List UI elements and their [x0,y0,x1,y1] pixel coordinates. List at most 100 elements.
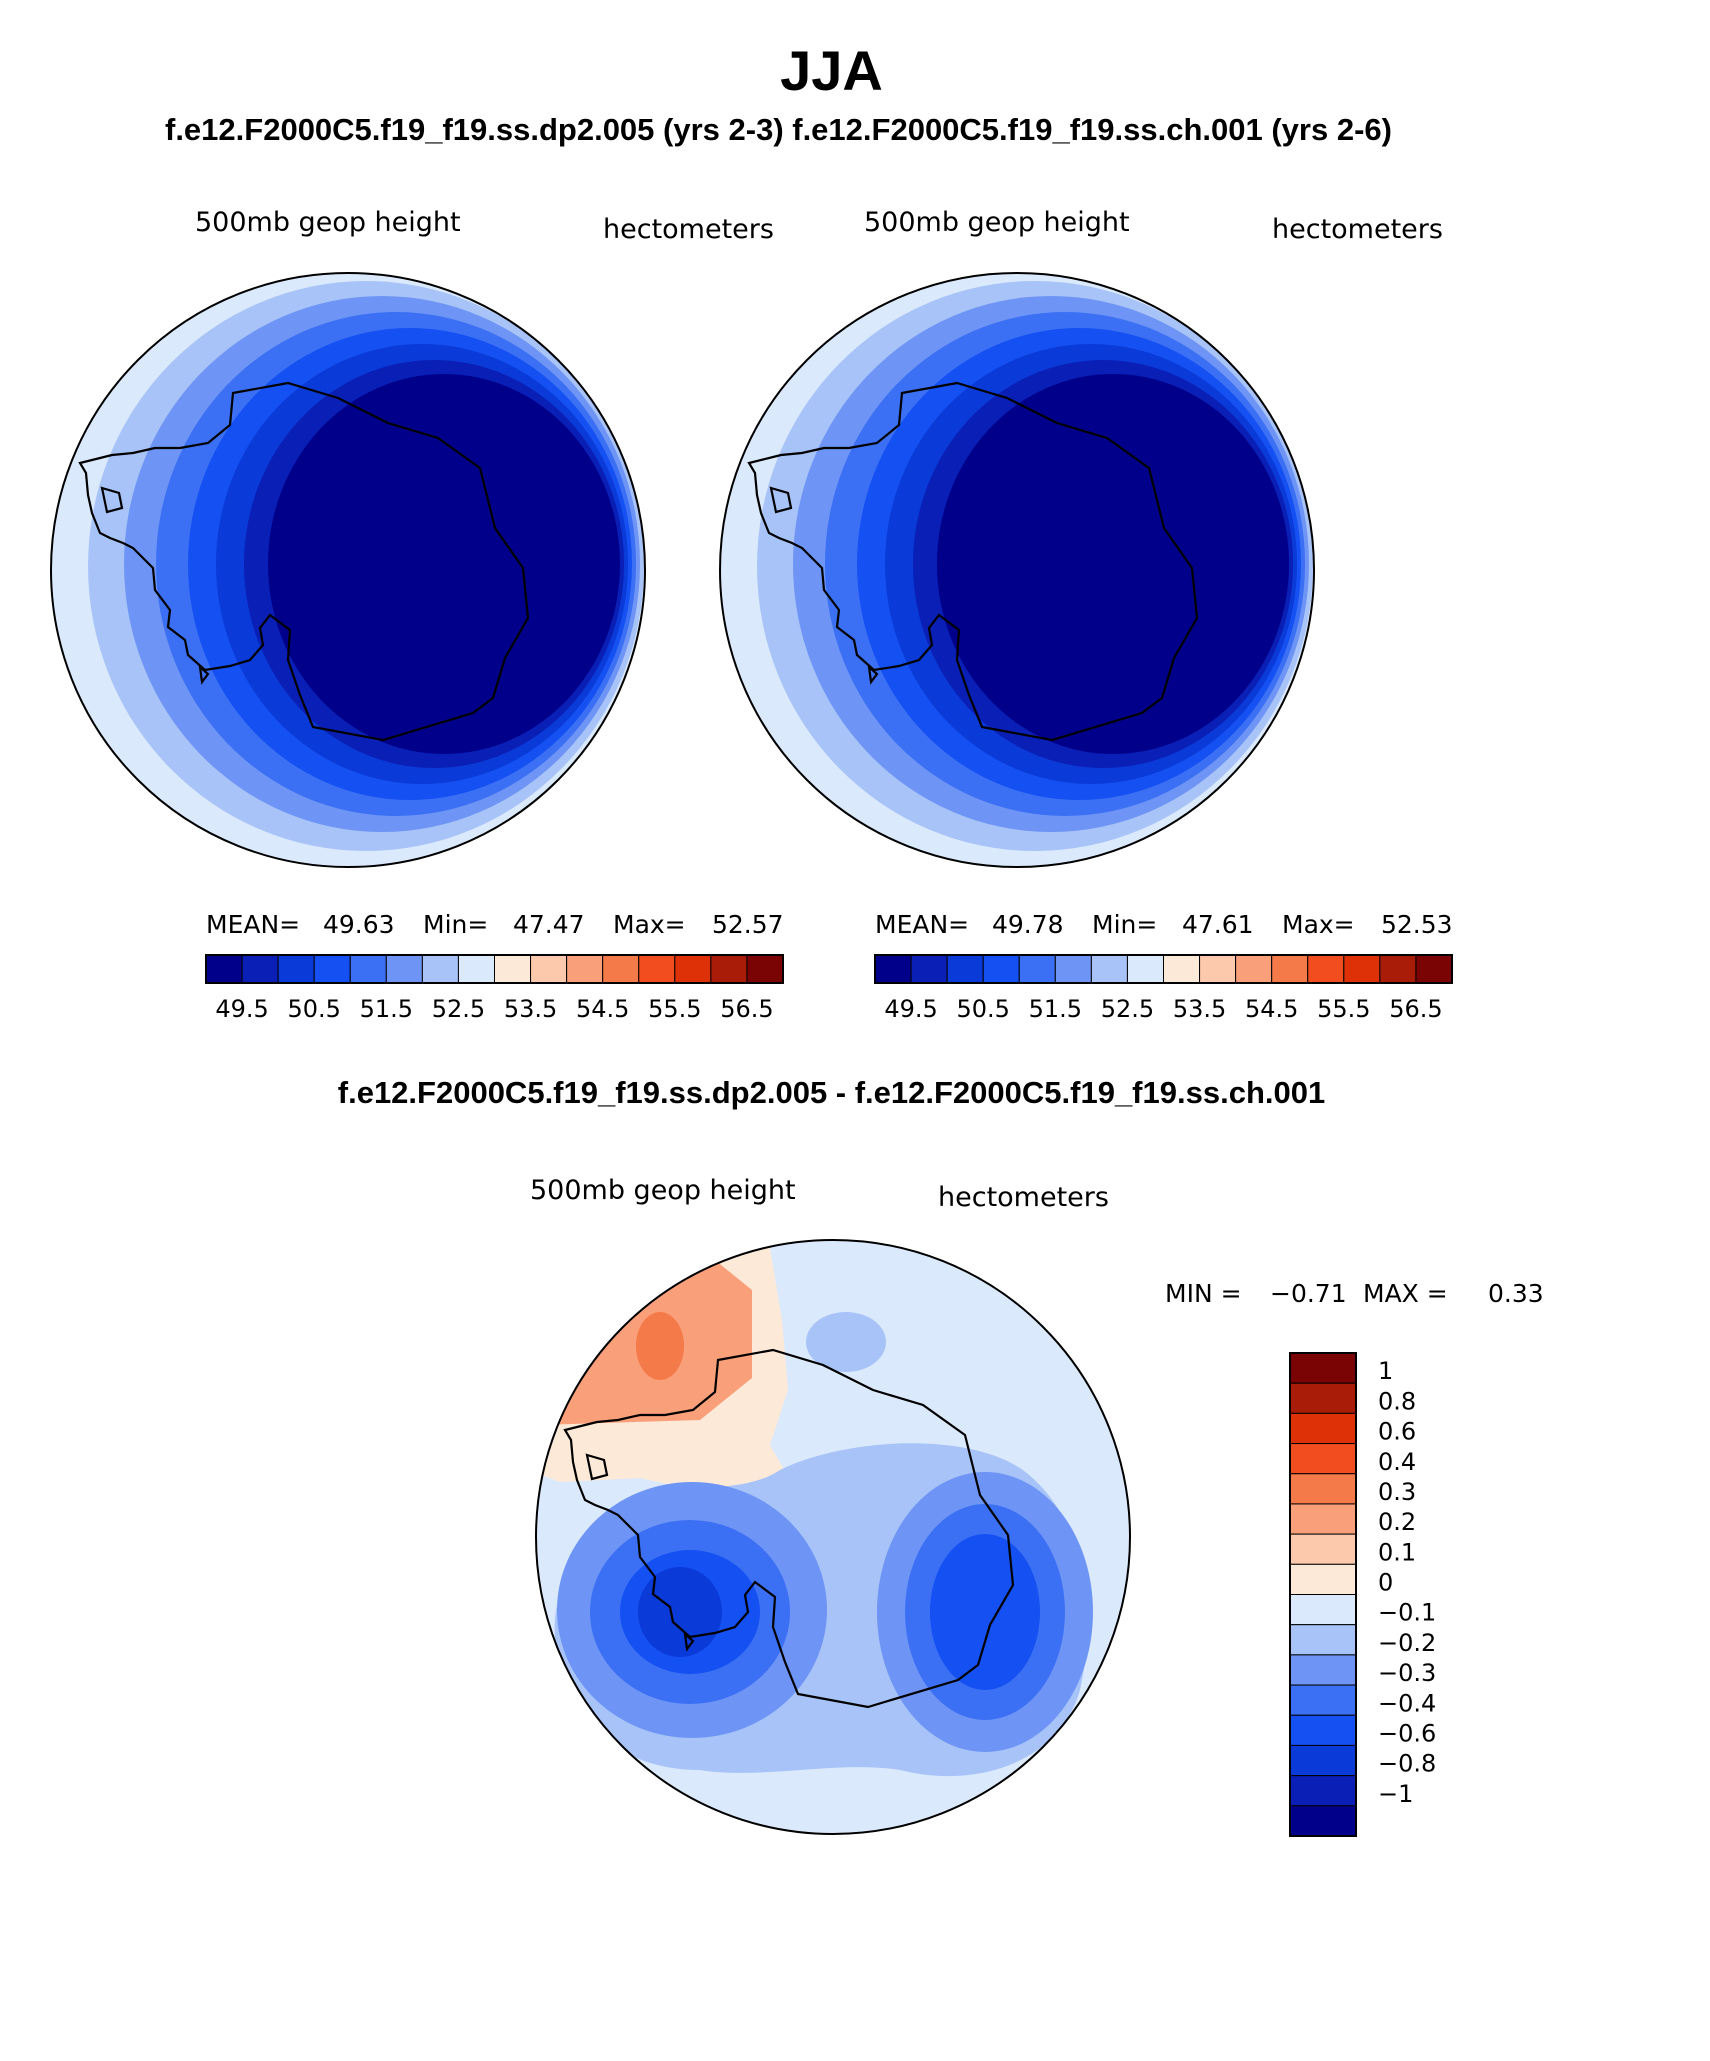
panel-1-colorbar-box [421,954,459,984]
panel-3-colorbar-box [1289,1533,1357,1565]
panel-2-max-value: 52.53 [1381,910,1453,939]
panel-3-units-label: hectometers [938,1182,1109,1213]
panel-1-colorbar-tick: 56.5 [720,995,773,1023]
panel-1-colorbar-box [638,954,676,984]
panel-3-colorbar-box [1289,1563,1357,1595]
panel-1-colorbar-box [674,954,712,984]
panel-2-colorbar-tick: 54.5 [1245,995,1298,1023]
panel-2-colorbar-tick: 50.5 [956,995,1009,1023]
panel-2: 500mb geop height hectometers MEAN= 49.7… [719,207,1453,1023]
panel-2-mean-label: MEAN= [875,910,969,939]
panel-3-colorbar-tick: −0.8 [1378,1750,1436,1778]
panel-1-colorbar-box [746,954,784,984]
panel-3-colorbar-tick: 0.8 [1378,1387,1416,1415]
panel-1-colorbar-box [277,954,315,984]
panel-2-colorbar-box [874,954,912,984]
panel-2-map-border [719,272,1315,868]
panel-2-max-label: Max= [1282,910,1355,939]
panel-3-colorbar-tick: −0.3 [1378,1659,1436,1687]
panel-1-colorbar-frame [205,954,784,984]
panel-1-colorbar-box [385,954,423,984]
panel-1-contours [51,273,645,867]
panel-3-colorbar-box [1289,1473,1357,1505]
panel-3-colorbar-box [1289,1714,1357,1746]
panel-3-colorbar-box [1289,1503,1357,1535]
panel-1-units-label: hectometers [603,214,774,245]
panel-3-colorbar-box [1289,1594,1357,1626]
panel-2-colorbar-box [1415,954,1453,984]
panel-3-colorbar: 10.8 0.60.40.30.20.1 0−0.1−0.2−0.3−0.4−0.6… [1289,1352,1436,1837]
panel-1-colorbar-box [313,954,351,984]
panel-2-colorbar: 49.5 50.5 51.5 52.5 53.5 54.5 55.5 56.5 [874,954,1453,1023]
panel-3-colorbar-tick: −0.4 [1378,1689,1436,1717]
panel-3-colorbar-tick: 1 [1378,1357,1393,1385]
panel-3-colorbar-tick: 0.1 [1378,1538,1416,1566]
panel-1-mean-value: 49.63 [323,910,395,939]
panel-2-colorbar-tick: 53.5 [1173,995,1226,1023]
panel-3-colorbar-tick: −0.1 [1378,1599,1436,1627]
panel-3-colorbar-box [1289,1624,1357,1656]
panel-1-colorbar-box [494,954,532,984]
panel-2-units-label: hectometers [1272,214,1443,245]
contour-level-49 [937,374,1289,754]
panel-2-colorbar-box [1126,954,1164,984]
panel-3-colorbar-box [1289,1412,1357,1445]
panel-3-colorbar-box [1289,1382,1357,1414]
panel-2-colorbar-box [946,954,984,984]
panel-1-max-value: 52.57 [712,910,784,939]
panel-2-colorbar-box [1379,954,1417,984]
panel-3-colorbar-box [1289,1805,1357,1837]
figure-title: JJA [780,39,883,102]
panel-2-colorbar-tick: 52.5 [1101,995,1154,1023]
panel-3-colorbar-box [1289,1744,1357,1777]
panel-2-colorbar-box [1343,954,1381,984]
panel-3-map-border [535,1239,1131,1835]
panel-3-colorbar-box [1289,1684,1357,1716]
panel-1: 500mb geop height hectometers MEAN= 49.6… [50,207,784,1023]
negative-anomaly-right-inner [930,1534,1040,1690]
panel-3-min-value: −0.71 [1270,1279,1347,1308]
panel-2-colorbar-tick: 51.5 [1029,995,1082,1023]
panel-1-colorbar-tick: 49.5 [215,995,268,1023]
panel-1-colorbar-tick: 52.5 [432,995,485,1023]
panel-1-colorbar-tick: 55.5 [648,995,701,1023]
panel-3-colorbar-tick: 0.6 [1378,1418,1416,1446]
panel-3-colorbar-tick: 0.4 [1378,1448,1416,1476]
panel-1-colorbar-box [241,954,279,984]
panel-2-colorbar-tick: 55.5 [1317,995,1370,1023]
panel-2-colorbar-box [910,954,948,984]
panel-3: 500mb geop height hectometers MIN = −0.7… [530,1175,1544,1837]
panel-1-colorbar-tick: 50.5 [287,995,340,1023]
panel-2-contours [720,273,1314,867]
positive-anomaly-core [636,1312,684,1380]
panel-1-colorbar-box [530,954,568,984]
panel-3-colorbar-box [1289,1443,1357,1475]
panel-1-colorbar-tick: 51.5 [360,995,413,1023]
panel-3-max-label: MAX = [1363,1279,1448,1308]
panel-3-colorbar-box [1289,1775,1357,1807]
contour-level-49 [268,374,620,754]
panel-2-mean-value: 49.78 [992,910,1064,939]
panel-3-variable-label: 500mb geop height [530,1175,796,1206]
panel-2-colorbar-box [1054,954,1092,984]
negative-anomaly-left-core [638,1567,722,1657]
difference-title: f.e12.F2000C5.f19_f19.ss.dp2.005 - f.e12… [337,1075,1326,1110]
panel-2-colorbar-frame [874,954,1453,984]
panel-1-mean-label: MEAN= [206,910,300,939]
panel-2-colorbar-box [1235,954,1273,984]
panel-3-colorbar-tick: −0.2 [1378,1629,1436,1657]
panel-3-colorbar-tick: −1 [1378,1780,1413,1808]
panel-1-min-value: 47.47 [513,910,585,939]
panel-2-variable-label: 500mb geop height [864,207,1130,238]
negative-anomaly-small [806,1312,886,1372]
panel-2-min-value: 47.61 [1182,910,1254,939]
panel-3-max-value: 0.33 [1488,1279,1544,1308]
panel-2-colorbar-box [982,954,1020,984]
panel-1-colorbar: 49.5 50.5 51.5 52.5 53.5 54.5 55.5 56.5 [205,954,784,1023]
panel-1-map-border [50,272,646,868]
panel-1-min-label: Min= [423,910,488,939]
panel-2-colorbar-box [1018,954,1056,984]
panel-1-max-label: Max= [613,910,686,939]
panel-2-colorbar-box [1163,954,1201,984]
